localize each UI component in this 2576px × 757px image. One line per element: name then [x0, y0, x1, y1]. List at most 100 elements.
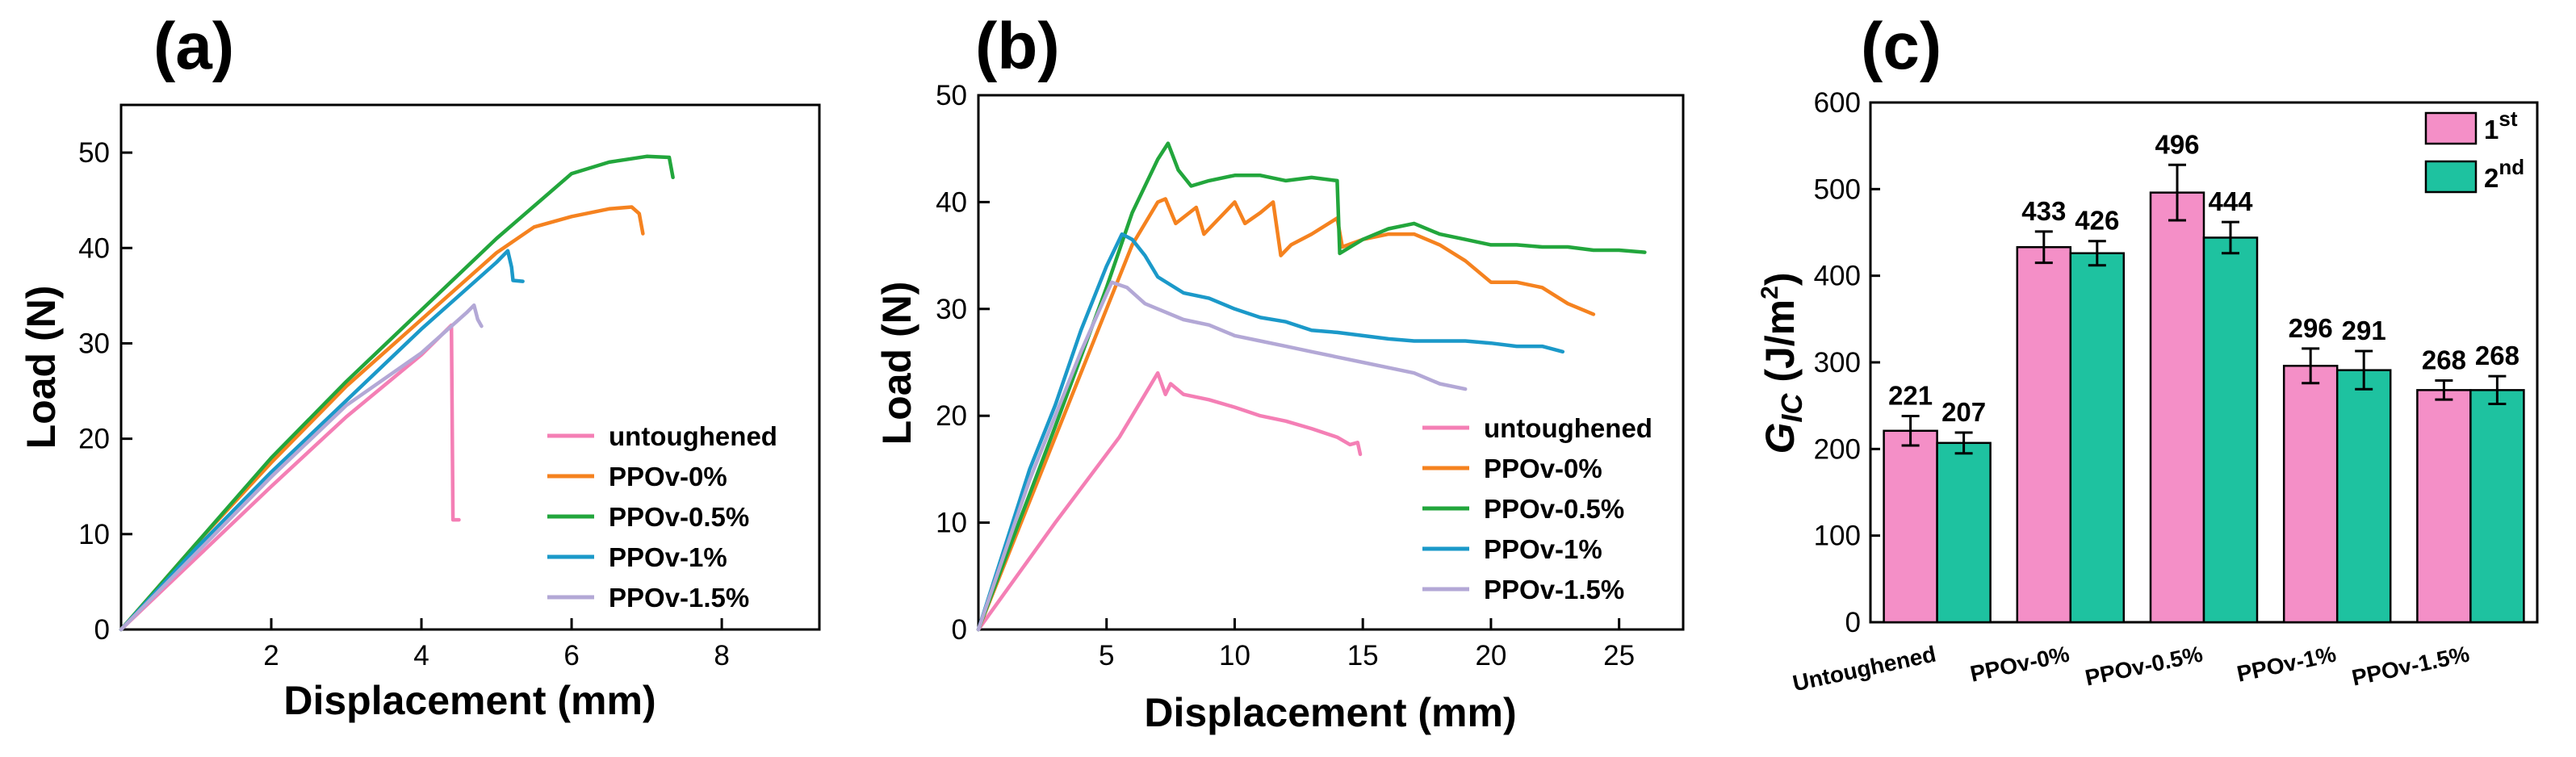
panel-c-y-tick-label: 500 — [1814, 174, 1861, 205]
panel-b-series-line — [976, 232, 1565, 632]
panel-b-y-tick-label: 20 — [936, 400, 967, 432]
panel-c-bar — [2282, 365, 2339, 624]
panel-a-series-line — [119, 154, 675, 632]
panel-c-bar-value-label: 426 — [2075, 206, 2119, 236]
panel-c-category-label: PPOv-1.5% — [2350, 642, 2472, 691]
panel-b-label: (b) — [975, 10, 1060, 83]
panel-b-y-tick-label: 50 — [936, 80, 967, 111]
panel-c-bar-value-label: 268 — [2422, 345, 2466, 375]
panel-c-y-title-superscript: 2 — [1757, 286, 1783, 299]
panel-b-series-line — [976, 280, 1468, 632]
panel-c-bar-value-label: 296 — [2289, 313, 2333, 343]
panel-c-bar — [2016, 245, 2072, 624]
panel-b-series-line — [976, 141, 1647, 632]
panel-b-x-tick-label: 5 — [1099, 640, 1114, 671]
panel-b-curves — [976, 141, 1647, 632]
panel-b-legend-label: PPOv-1.5% — [1484, 575, 1624, 604]
panel-b-y-tick-label: 40 — [936, 186, 967, 218]
panel-b-series-line — [976, 197, 1596, 632]
panel-b-x-tick-label: 15 — [1347, 640, 1379, 671]
panel-b: (b) Load (N) Displacement (mm) 5 10 15 20 25… — [874, 10, 1685, 735]
panel-c-y-title-subscript: IC — [1775, 393, 1808, 423]
panel-c-legend-label: 1st — [2484, 107, 2518, 144]
panel-a-x-tick-label: 6 — [563, 640, 579, 671]
panel-b-series-line — [976, 370, 1363, 632]
panel-a-label: (a) — [153, 10, 234, 83]
panel-c-legend: 1st 2nd — [2424, 107, 2524, 194]
panel-c-category-label: PPOv-1% — [2235, 642, 2338, 687]
panel-a-legend-label: PPOv-1% — [609, 542, 727, 572]
panel-c-bar — [2202, 236, 2259, 624]
panel-c-y-tick-label: 0 — [1845, 607, 1861, 638]
panel-b-legend-label: PPOv-0.5% — [1484, 494, 1624, 524]
panel-c-legend-number: 2 — [2484, 163, 2499, 193]
panel-a-legend-label: PPOv-0% — [609, 462, 727, 491]
panel-b-y-axis-title: Load (N) — [874, 282, 919, 445]
panel-c-bars: 221 433 496 296 268 207 426 444 291 268 — [1883, 129, 2525, 624]
panel-a-series-line — [119, 303, 484, 632]
panel-b-legend-label: PPOv-0% — [1484, 454, 1602, 483]
panel-a-y-tick-label: 40 — [78, 232, 110, 264]
panel-c-bar — [1936, 441, 1992, 624]
panel-a-x-axis-title: Displacement (mm) — [283, 678, 656, 723]
panel-a-series-line — [119, 249, 525, 632]
panel-c-bar-value-label: 268 — [2475, 341, 2519, 370]
panel-a-series-line — [119, 323, 461, 632]
panel-a-curves — [119, 154, 675, 632]
panel-c-y-title-unit — [1757, 383, 1803, 394]
panel-c-y-tick-label: 300 — [1814, 347, 1861, 378]
panel-a-plot-frame — [119, 103, 821, 631]
panel-a-y-tick-label: 20 — [78, 424, 110, 455]
panel-c-bar-value-label: 291 — [2342, 316, 2386, 345]
panel-a: (a) Load (N) Displacement (mm) 2 4 6 8 0 10 20… — [19, 10, 821, 723]
panel-c-y-tick-label: 600 — [1814, 87, 1861, 119]
panel-b-legend-label: PPOv-1% — [1484, 534, 1602, 564]
panel-a-ticks: 2 4 6 8 0 10 20 30 40 50 — [78, 137, 730, 671]
panel-c-bar-value-label: 433 — [2021, 196, 2066, 226]
panel-b-x-tick-label: 20 — [1475, 640, 1506, 671]
panel-c-bar-value-label: 496 — [2155, 129, 2199, 159]
panel-a-legend: untoughened PPOv-0% PPOv-0.5% PPOv-1% PPOv-1… — [547, 421, 777, 613]
panel-a-y-tick-label: 0 — [94, 614, 110, 646]
panel-c-category-label: PPOv-0% — [1968, 642, 2071, 687]
panel-c-bar-value-label: 444 — [2208, 186, 2253, 216]
panel-c-legend-swatch — [2424, 111, 2478, 145]
panel-b-plot-frame — [977, 94, 1685, 631]
panel-a-series-line — [119, 205, 645, 632]
panel-a-y-tick-label: 50 — [78, 137, 110, 169]
panel-a-x-tick-label: 2 — [263, 640, 279, 671]
panel-a-y-axis-title: Load (N) — [19, 286, 64, 450]
panel-c-legend-number: 1 — [2484, 115, 2499, 144]
panel-c-category-label: Untoughened — [1791, 642, 1938, 696]
panel-c-bar — [2416, 389, 2472, 624]
panel-c-bar — [2149, 191, 2205, 624]
panel-c-y-tick-label: 400 — [1814, 261, 1861, 292]
panel-a-x-tick-label: 4 — [413, 640, 429, 671]
panel-c-bar — [1883, 429, 1938, 624]
panel-c-bar — [2335, 369, 2392, 624]
panel-a-y-tick-label: 30 — [78, 328, 110, 359]
panel-c-y-title-symbol: G — [1757, 423, 1803, 454]
panel-c-y-tick-label: 200 — [1814, 433, 1861, 465]
panel-b-y-tick-label: 10 — [936, 508, 967, 539]
panel-c-y-axis-title: GIC (J/m2) — [1757, 273, 1808, 454]
panel-c-bar-value-label: 207 — [1941, 397, 1986, 427]
panel-a-y-tick-label: 10 — [78, 519, 110, 550]
panel-c-bar-value-label: 221 — [1888, 381, 1933, 411]
panel-b-legend: untoughened PPOv-0% PPOv-0.5% PPOv-1% PPOv-1… — [1422, 413, 1652, 604]
panel-b-legend-label: untoughened — [1484, 413, 1652, 443]
panel-c-bar — [2069, 252, 2126, 624]
panel-c-y-title-close: ) — [1757, 273, 1803, 286]
panel-b-ticks: 5 10 15 20 25 0 10 20 30 40 50 — [936, 80, 1635, 671]
panel-c-legend-ordinal: st — [2499, 107, 2517, 131]
panel-b-y-tick-label: 0 — [952, 614, 967, 646]
panel-c-category-label: PPOv-0.5% — [2083, 642, 2205, 691]
panel-c-bar — [2469, 389, 2525, 624]
panel-a-legend-label: PPOv-1.5% — [609, 583, 749, 613]
panel-b-x-tick-label: 25 — [1603, 640, 1635, 671]
panel-c-label: (c) — [1861, 10, 1941, 83]
panel-b-x-axis-title: Displacement (mm) — [1144, 690, 1516, 735]
panel-c-legend-ordinal: nd — [2499, 155, 2524, 179]
panel-c: (c) GIC (J/m2) 0100200300400500600Untoug… — [1757, 10, 2539, 696]
